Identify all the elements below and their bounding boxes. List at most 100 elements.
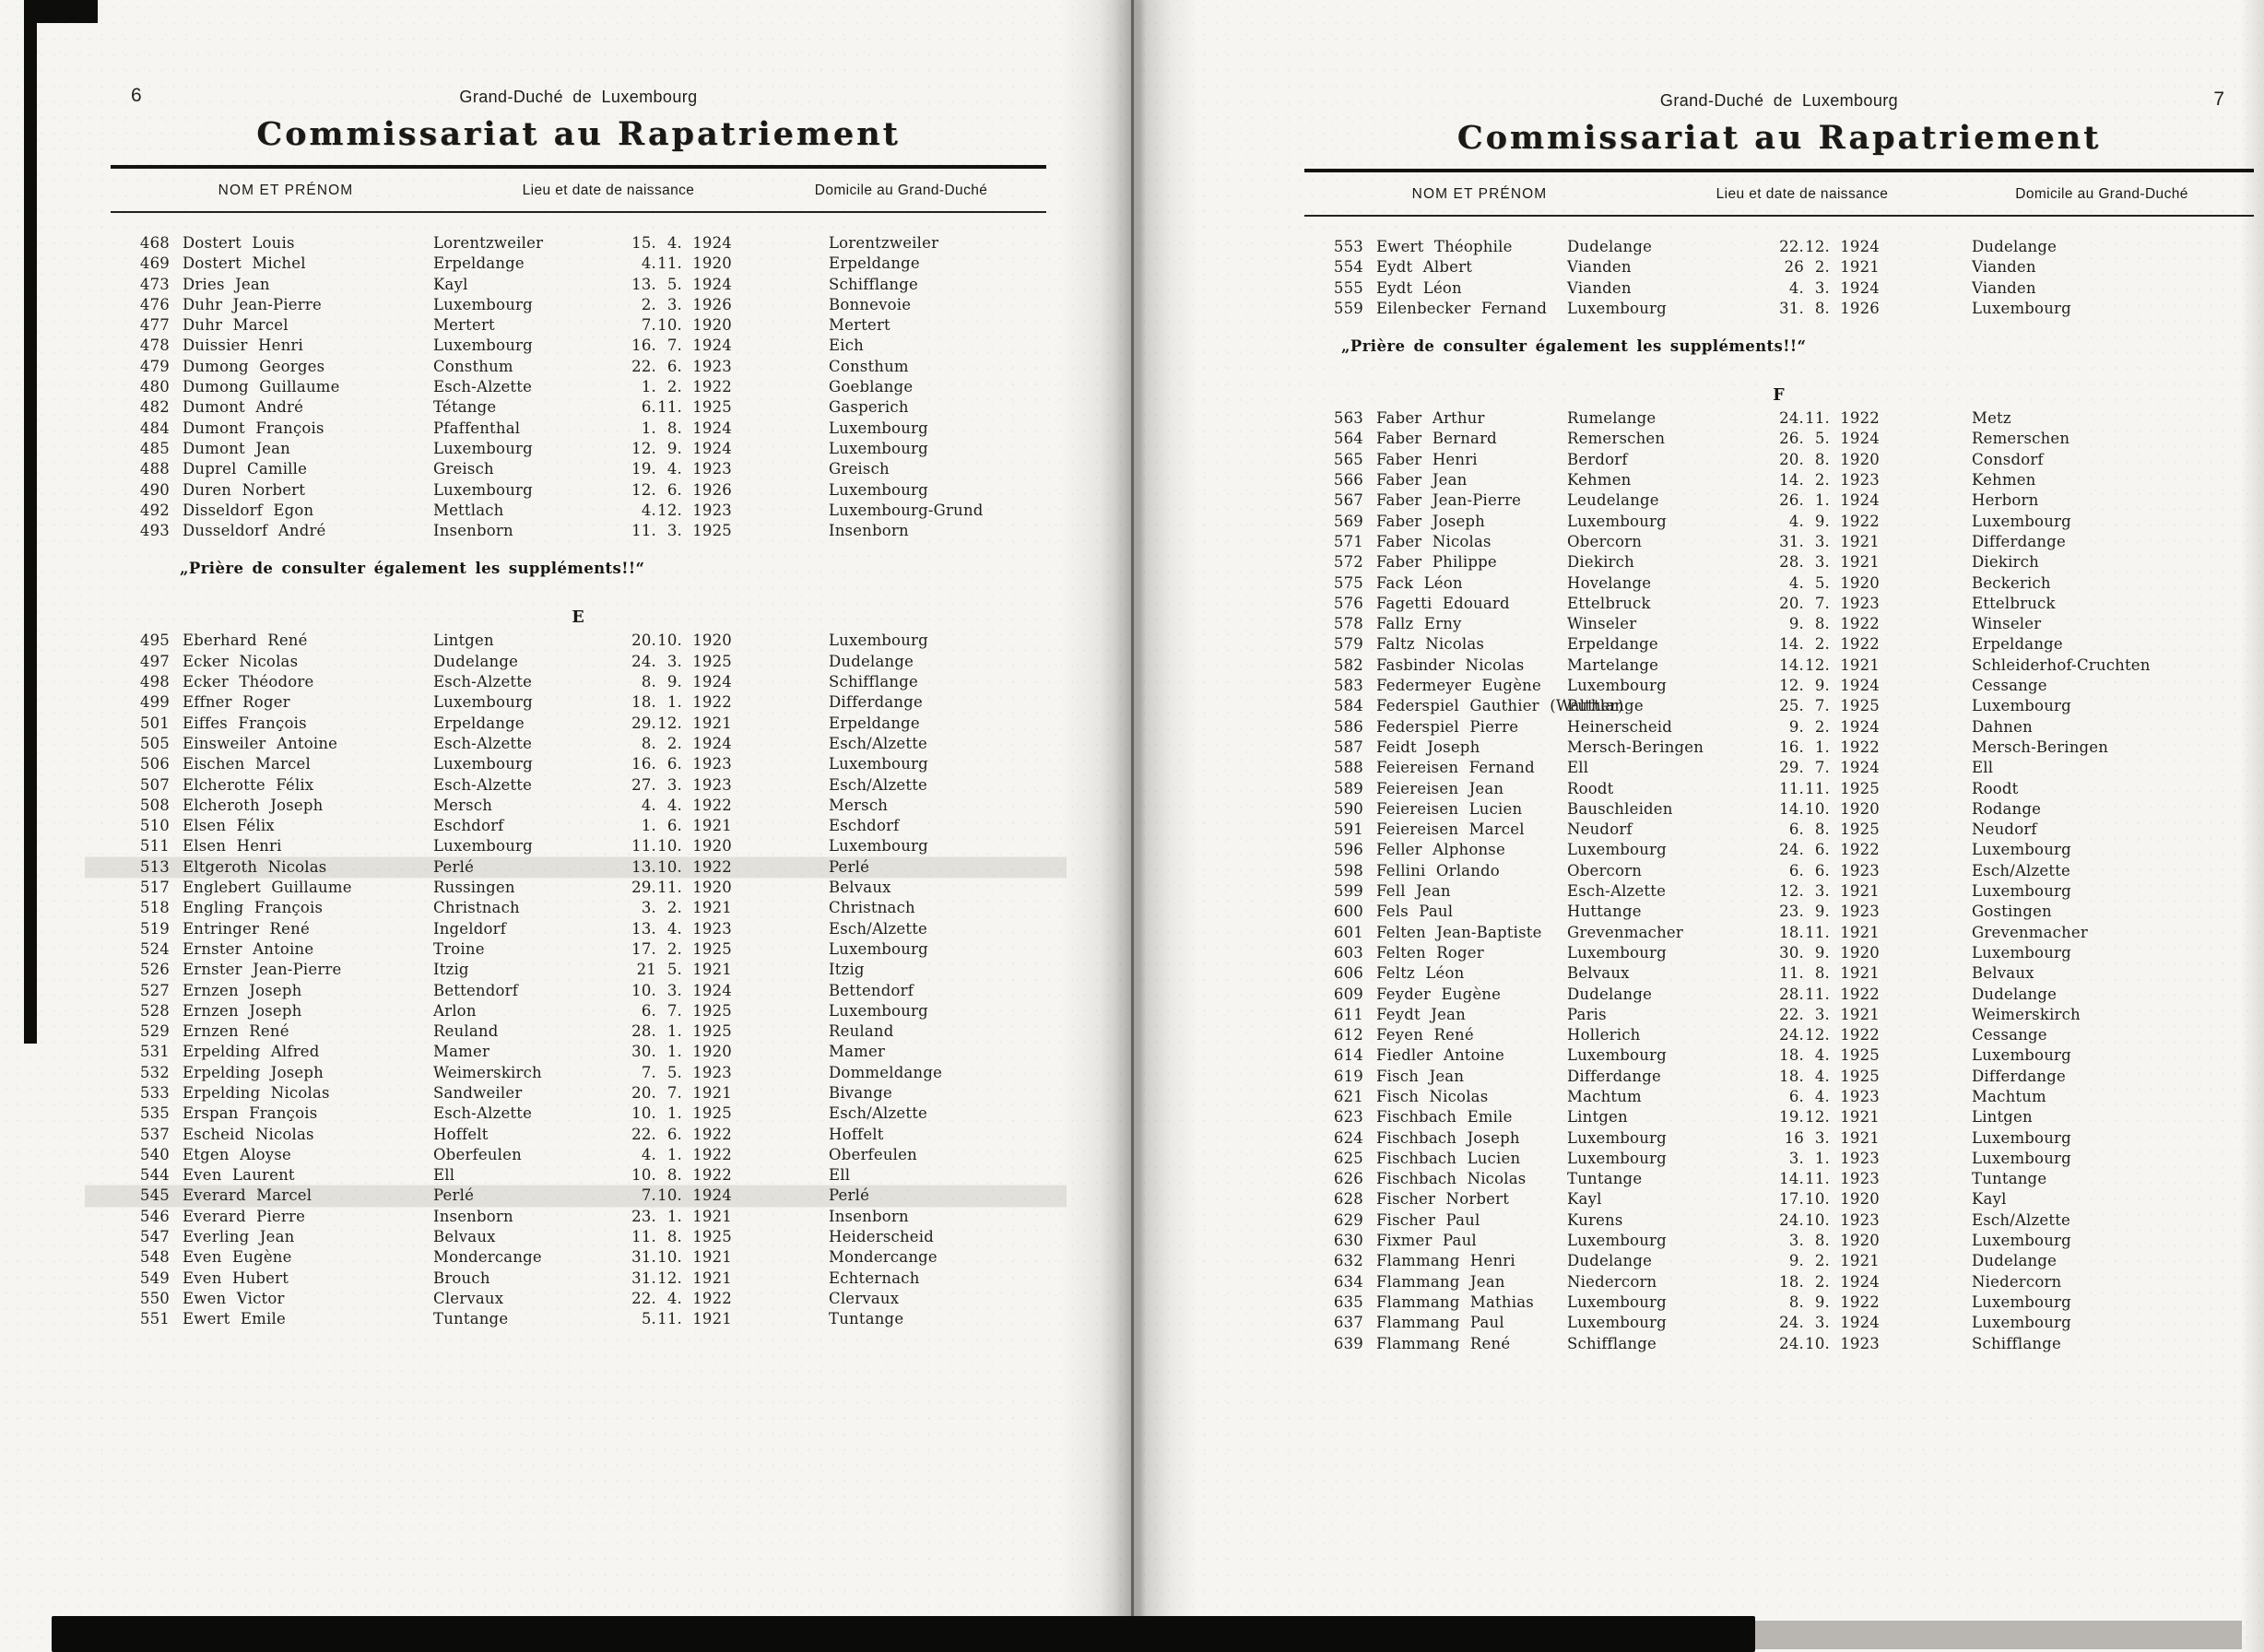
row-number: 629 — [1333, 1210, 1363, 1229]
table-row: 619 Fisch Jean Differdange 18. 4. 1925 D… — [1304, 1067, 2254, 1087]
row-birth-year: 1924 — [692, 419, 732, 437]
row-domicile: Bonnevoie — [829, 295, 912, 313]
row-birth-day: 4. — [1788, 573, 1804, 592]
table-rows-section: 553 Ewert Théophile Dudelange 22. 12. 19… — [1304, 237, 2254, 319]
row-birthplace: Leudelange — [1567, 491, 1659, 510]
row-birthplace: Bauschleiden — [1567, 799, 1673, 818]
row-name: Fischer Norbert — [1376, 1190, 1510, 1209]
table-row: 624 Fischbach Joseph Luxembourg 16 3. 19… — [1304, 1128, 2254, 1149]
table-row: 547 Everling Jean Belvaux 11. 8. 1925 He… — [111, 1227, 1046, 1247]
row-birth-year: 1924 — [692, 734, 732, 752]
row-domicile: Erpeldange — [1972, 635, 2063, 654]
row-birth-day: 6. — [641, 1001, 656, 1020]
row-birth-year: 1924 — [1840, 1314, 1880, 1332]
row-birth-month: 10. — [657, 857, 682, 876]
table-row: 571 Faber Nicolas Obercorn 31. 3. 1921 D… — [1304, 532, 2254, 552]
row-domicile: Bettendorf — [829, 981, 914, 999]
row-domicile: Tuntange — [829, 1310, 904, 1328]
table-row: 567 Faber Jean-Pierre Leudelange 26. 1. … — [1304, 490, 2254, 511]
row-birth-day: 27. — [631, 775, 656, 794]
table-row: 599 Fell Jean Esch-Alzette 12. 3. 1921 L… — [1304, 881, 2254, 902]
row-birth-year: 1922 — [1840, 635, 1880, 654]
table-row: 480 Dumong Guillaume Esch-Alzette 1. 2. … — [111, 377, 1046, 397]
row-domicile: Luxembourg — [829, 480, 928, 499]
row-number: 527 — [139, 981, 170, 999]
row-name: Entringer René — [183, 919, 310, 938]
row-number: 571 — [1333, 532, 1363, 550]
table-row: 535 Erspan François Esch-Alzette 10. 1. … — [111, 1103, 1046, 1124]
row-domicile: Weimerskirch — [1972, 1005, 2081, 1023]
row-birth-day: 28. — [1779, 985, 1804, 1003]
row-birth-month: 11. — [657, 879, 682, 897]
row-birth-month: 4. — [1814, 1067, 1830, 1085]
row-birthplace: Esch-Alzette — [433, 775, 533, 794]
row-number: 590 — [1333, 799, 1363, 818]
row-birthplace: Weimerskirch — [433, 1063, 542, 1081]
table-row: 527 Ernzen Joseph Bettendorf 10. 3. 1924… — [111, 981, 1046, 1001]
row-birth-year: 1922 — [1840, 738, 1880, 756]
row-birth-year: 1925 — [692, 1022, 732, 1041]
row-domicile: Belvaux — [829, 879, 891, 897]
row-name: Flammang Henri — [1376, 1252, 1515, 1270]
row-birth-day: 1. — [641, 419, 656, 437]
header-rule-bottom — [111, 211, 1046, 213]
row-domicile: Luxembourg — [1972, 1149, 2071, 1167]
table-row: 501 Eiffes François Erpeldange 29. 12. 1… — [111, 714, 1046, 734]
row-birth-year: 1924 — [692, 673, 732, 691]
row-birth-day: 14. — [1779, 635, 1804, 654]
row-birth-year: 1920 — [692, 837, 732, 856]
row-birth-month: 2. — [666, 378, 682, 396]
row-name: Ernzen René — [183, 1022, 289, 1041]
row-birth-month: 3. — [666, 522, 682, 540]
table-row: 485 Dumont Jean Luxembourg 12. 9. 1924 L… — [111, 439, 1046, 459]
table-row: 528 Ernzen Joseph Arlon 6. 7. 1925 Luxem… — [111, 1001, 1046, 1021]
row-birth-month: 1. — [666, 1043, 682, 1061]
row-name: Dumong Georges — [183, 357, 325, 375]
row-birth-day: 20. — [1779, 450, 1804, 468]
row-name: Everling Jean — [183, 1228, 295, 1246]
row-birthplace: Tuntange — [433, 1310, 509, 1328]
row-birthplace: Diekirch — [1567, 553, 1634, 572]
table-row: 578 Fallz Erny Winseler 9. 8. 1922 Winse… — [1304, 614, 2254, 634]
row-birth-month: 11. — [657, 254, 682, 273]
table-row: 572 Faber Philippe Diekirch 28. 3. 1921 … — [1304, 552, 2254, 572]
row-domicile: Belvaux — [1972, 964, 2034, 983]
row-birth-day: 2. — [641, 295, 656, 313]
row-name: Federspiel Gauthier (Walther) — [1376, 697, 1624, 715]
row-name: Fallz Erny — [1376, 615, 1462, 633]
row-number: 518 — [139, 899, 170, 917]
row-birth-day: 9. — [1788, 615, 1804, 633]
table-row: 479 Dumong Georges Consthum 22. 6. 1923 … — [111, 357, 1046, 377]
row-name: Duprel Camille — [183, 460, 308, 478]
table-row: 537 Escheid Nicolas Hoffelt 22. 6. 1922 … — [111, 1125, 1046, 1145]
table-row: 511 Elsen Henri Luxembourg 11. 10. 1920 … — [111, 836, 1046, 856]
row-number: 611 — [1333, 1005, 1363, 1023]
row-name: Englebert Guillaume — [183, 879, 352, 897]
row-number: 526 — [139, 961, 170, 979]
row-domicile: Luxembourg — [1972, 1128, 2071, 1147]
row-birth-year: 1921 — [1840, 964, 1880, 983]
row-number: 477 — [139, 316, 170, 335]
row-name: Dumont André — [183, 398, 304, 417]
row-domicile: Differdange — [1972, 1067, 2066, 1085]
row-name: Ewert Emile — [183, 1310, 286, 1328]
row-birth-day: 22. — [631, 357, 656, 375]
row-name: Dusseldorf André — [183, 522, 326, 540]
row-birth-month: 8. — [666, 1228, 682, 1246]
row-name: Feiereisen Fernand — [1376, 759, 1535, 777]
row-number: 637 — [1333, 1314, 1363, 1332]
table-row: 526 Ernster Jean-Pierre Itzig 21 5. 1921… — [111, 960, 1046, 980]
row-birthplace: Winseler — [1567, 615, 1637, 633]
row-name: Even Eugène — [183, 1248, 292, 1267]
row-domicile: Herborn — [1972, 491, 2039, 510]
row-number: 582 — [1333, 655, 1363, 674]
row-domicile: Dahnen — [1972, 717, 2033, 736]
row-name: Faber Nicolas — [1376, 532, 1492, 550]
row-number: 508 — [139, 796, 170, 814]
row-birth-day: 4. — [641, 254, 656, 273]
row-domicile: Mertert — [829, 316, 890, 335]
row-birthplace: Machtum — [1567, 1087, 1642, 1105]
table-row: 551 Ewert Emile Tuntange 5. 11. 1921 Tun… — [111, 1309, 1046, 1329]
table-row: 575 Fack Léon Hovelange 4. 5. 1920 Becke… — [1304, 573, 2254, 594]
row-birth-day: 3. — [1788, 1149, 1804, 1167]
